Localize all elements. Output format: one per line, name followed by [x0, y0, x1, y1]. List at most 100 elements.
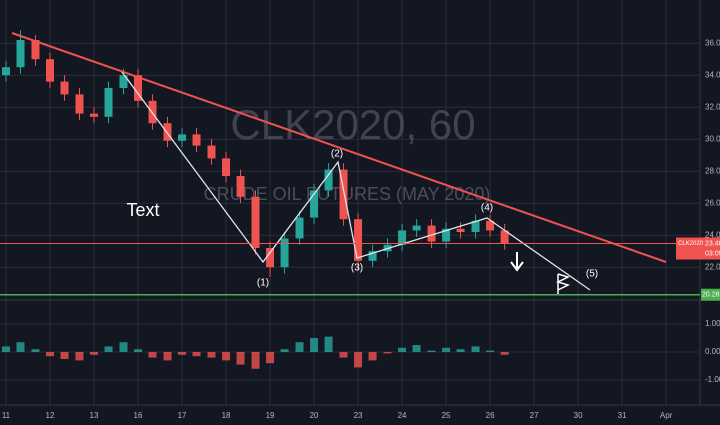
- indicator-bar: [45, 352, 54, 357]
- x-tick-label: 24: [398, 411, 407, 420]
- candle-body: [398, 230, 407, 245]
- y-tick-label: 36.00: [705, 38, 720, 47]
- annotation-text: Text: [126, 200, 159, 220]
- wave-line: [121, 71, 591, 291]
- indicator-bar: [412, 345, 421, 352]
- candle-body: [104, 88, 113, 117]
- trend-line: [11, 32, 667, 263]
- candle-body: [90, 113, 99, 117]
- indicator-bar: [442, 347, 451, 352]
- candle-body: [178, 134, 187, 141]
- candle-body: [31, 40, 40, 60]
- indicator-bar: [295, 342, 304, 352]
- y-tick-label: 24.00: [705, 230, 720, 239]
- indicator-bar: [486, 350, 495, 352]
- candle-body: [310, 190, 319, 218]
- candle-body: [16, 40, 25, 68]
- candle-body: [119, 75, 128, 88]
- x-tick-label: 31: [618, 411, 627, 420]
- candle-body: [456, 228, 465, 232]
- x-tick-label: 30: [574, 411, 583, 420]
- last-price-timer: 03:09: [705, 250, 720, 257]
- candle-body: [192, 134, 201, 146]
- candle-body: [412, 225, 421, 231]
- wave-label: (2): [331, 149, 343, 160]
- wave-label: (1): [257, 278, 269, 289]
- candle-body: [368, 251, 377, 261]
- x-tick-label: 20: [310, 411, 319, 420]
- indicator-bar: [148, 352, 157, 358]
- indicator-bar: [90, 352, 99, 355]
- indicator-bar: [163, 352, 172, 361]
- indicator-bar: [31, 349, 40, 352]
- indicator-bar: [222, 352, 231, 361]
- wave-label: (4): [481, 203, 493, 214]
- last-price-symbol: CLK2020: [678, 241, 704, 247]
- indicator-bar: [119, 342, 128, 352]
- flag-icon: [555, 273, 571, 294]
- indicator-tick-label: 0.00: [705, 347, 720, 356]
- x-tick-label: 18: [222, 411, 231, 420]
- indicator-bar: [471, 346, 480, 352]
- x-tick-label: 16: [134, 411, 143, 420]
- x-tick-label: 11: [2, 411, 11, 420]
- candle-body: [324, 169, 333, 191]
- indicator-bar: [456, 349, 465, 352]
- candle-body: [207, 145, 216, 159]
- indicator-bar: [398, 347, 407, 352]
- last-price-tag-bg: [676, 237, 720, 260]
- indicator-bar: [280, 349, 289, 352]
- indicator-bar: [134, 349, 143, 352]
- y-tick-label: 26.00: [705, 198, 720, 207]
- indicator-bar: [251, 352, 260, 369]
- marks: [1, 30, 509, 369]
- indicator-bar: [383, 352, 392, 354]
- y-tick-label: 34.00: [705, 70, 720, 79]
- candle-body: [236, 176, 245, 197]
- y-tick-label: 28.00: [705, 166, 720, 175]
- indicator-bar: [60, 352, 69, 359]
- indicator-bar: [192, 352, 201, 357]
- candle-body: [1, 67, 10, 76]
- indicator-bar: [178, 352, 187, 355]
- candle-body: [500, 230, 509, 244]
- candle-body: [45, 59, 54, 82]
- candle-body: [163, 123, 172, 141]
- indicator-bar: [266, 352, 275, 364]
- wave-label: (3): [351, 263, 363, 274]
- candle-body: [442, 228, 451, 242]
- candle-body: [222, 158, 231, 176]
- watermark-title: CLK2020, 60: [230, 101, 475, 148]
- x-tick-label: 27: [530, 411, 539, 420]
- indicator-bar: [1, 346, 10, 352]
- candle-body: [75, 94, 84, 114]
- candle-body: [354, 219, 363, 261]
- indicator-bar: [310, 338, 319, 352]
- indicator-tick-label: 1.00: [705, 319, 720, 328]
- indicator-bar: [236, 352, 245, 365]
- indicator-bar: [500, 352, 509, 355]
- x-tick-label: 25: [442, 411, 451, 420]
- x-tick-label: 13: [90, 411, 99, 420]
- last-price-value: 23.48: [705, 240, 720, 247]
- indicator-bar: [324, 336, 333, 352]
- support-label: 20.28: [702, 292, 720, 299]
- candle-body: [60, 81, 69, 95]
- y-tick-label: 32.00: [705, 102, 720, 111]
- indicator-bar: [207, 352, 216, 358]
- candle-body: [471, 220, 480, 232]
- candle-body: [280, 238, 289, 268]
- y-tick-label: 22.00: [705, 262, 720, 271]
- indicator-bar: [427, 350, 436, 352]
- indicator-bar: [75, 352, 84, 361]
- support-label-bg: [701, 288, 720, 301]
- wave-line: [262, 161, 339, 263]
- candle-body: [295, 217, 304, 239]
- candle-body: [486, 220, 495, 231]
- candle-body: [339, 169, 348, 220]
- y-tick-label: 30.00: [705, 134, 720, 143]
- x-tick-label: 17: [178, 411, 187, 420]
- candle-body: [134, 75, 143, 101]
- candle-body: [427, 225, 436, 242]
